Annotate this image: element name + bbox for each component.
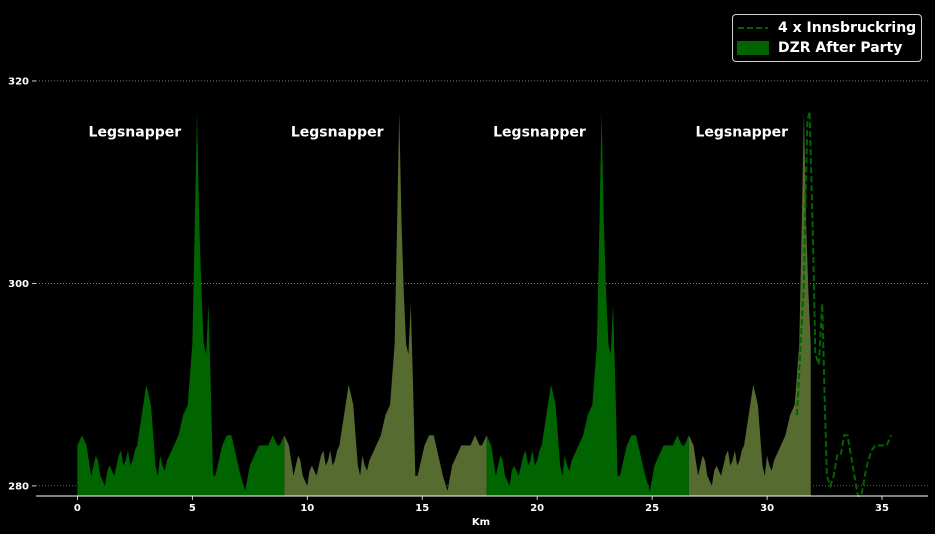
dashed-line-series — [795, 111, 893, 497]
annotation-layer: Legsnapper Legsnapper Legsnapper Legsnapper — [89, 125, 789, 141]
annotation-legsnapper-2: Legsnapper — [291, 125, 384, 141]
legend-entry-area: DZR After Party — [737, 39, 902, 57]
axis-layer: 280 300 320 0 5 10 15 20 25 30 35 — [8, 76, 928, 514]
area-segment-3 — [486, 111, 689, 496]
area-segment-1 — [77, 111, 285, 496]
x-tick-label-0: 0 — [74, 503, 81, 514]
x-tick-label-20: 20 — [530, 503, 544, 514]
x-tick-label-35: 35 — [875, 503, 889, 514]
legend-dashed-line-swatch — [738, 27, 768, 29]
annotation-legsnapper-1: Legsnapper — [89, 125, 182, 141]
y-tick-label-280: 280 — [8, 481, 29, 492]
area-segment-2 — [284, 111, 487, 496]
area-segment-4 — [688, 111, 811, 496]
y-tick-label-320: 320 — [8, 76, 29, 87]
legend-label-area: DZR After Party — [778, 40, 903, 56]
x-tick-label-5: 5 — [189, 503, 196, 514]
legend-label-line: 4 x Innsbruckring — [778, 20, 917, 36]
x-tick-label-15: 15 — [415, 503, 429, 514]
area-layer — [77, 111, 811, 496]
line-layer — [795, 111, 893, 497]
legend-entry-line: 4 x Innsbruckring — [737, 19, 916, 37]
x-tick-label-30: 30 — [760, 503, 774, 514]
y-tick-label-300: 300 — [8, 279, 29, 290]
x-axis-label: Km — [472, 517, 490, 528]
annotation-legsnapper-3: Legsnapper — [493, 125, 586, 141]
x-tick-label-10: 10 — [300, 503, 314, 514]
legend-area-swatch — [737, 41, 769, 55]
annotation-legsnapper-4: Legsnapper — [695, 125, 788, 141]
x-tick-label-25: 25 — [645, 503, 659, 514]
chart-legend: 4 x Innsbruckring DZR After Party — [732, 14, 922, 62]
